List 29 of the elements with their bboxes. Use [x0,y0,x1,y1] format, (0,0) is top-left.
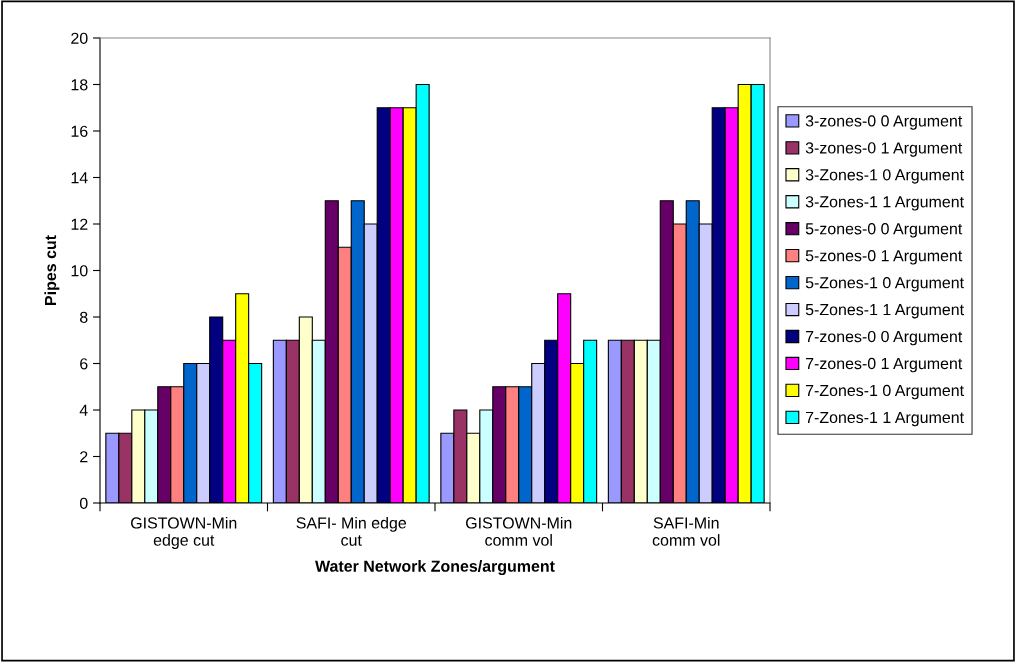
legend-label: 3-Zones-1 0 Argument [805,169,964,184]
y-tick-label: 0 [79,497,88,509]
y-tick-label: 20 [71,32,88,44]
y-tick-label: 6 [80,358,88,370]
x-tick-label: SAFI- Min edge cut [296,516,407,546]
legend-label: 7-zones-0 0 Argument [805,330,963,346]
y-axis-title: Pipes cut [44,235,60,305]
legend-label: 5-Zones-1 1 Argument [805,304,964,319]
y-tick-label: 14 [71,172,88,184]
y-tick-label: 2 [80,451,88,463]
x-tick-label: SAFI-Min comm vol [652,516,720,546]
y-tick-label: 16 [71,125,88,137]
legend-label: 5-zones-0 0 Argument [805,223,963,238]
legend-label: 7-zones-0 1 Argument [805,357,963,373]
y-tick-label: 12 [71,218,88,230]
y-tick-label: 8 [80,311,88,323]
y-tick-label: 10 [71,265,88,277]
y-tick-label: 4 [79,404,88,416]
legend-label: 3-Zones-1 1 Argument [805,196,964,211]
x-tick-label: GISTOWN-Min edge cut [131,516,237,549]
legend-label: 7-Zones-1 0 Argument [805,384,964,400]
legend-label: 7-Zones-1 1 Argument [805,411,964,427]
y-tick-label: 18 [71,79,88,91]
legend-label: 5-Zones-1 0 Argument [805,277,964,292]
x-tick-label: GISTOWN-Min comm vol [466,516,572,546]
legend-label: 3-zones-0 0 Argument [805,115,963,130]
legend-label: 3-zones-0 1 Argument [805,142,963,157]
legend-label: 5-zones-0 1 Argument [805,250,963,265]
x-axis-title: Water Network Zones/argument [315,560,555,576]
